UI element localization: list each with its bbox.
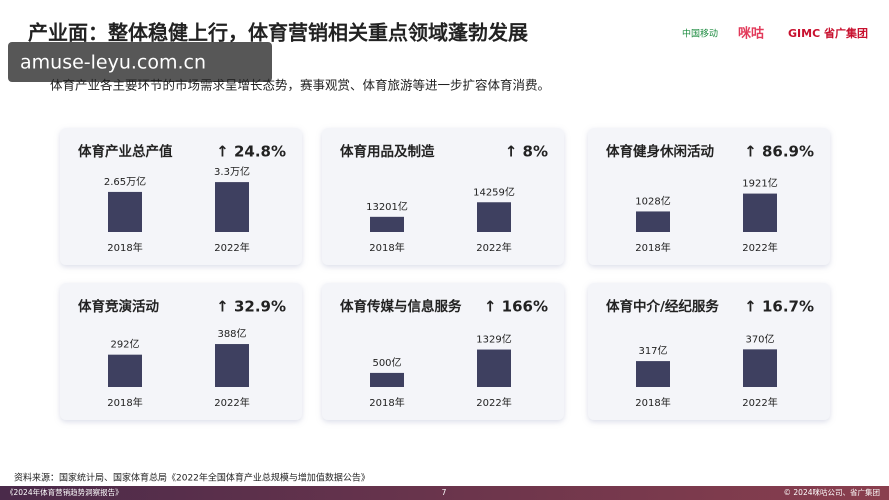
growth-annotation: ↑ 24.8% — [216, 143, 286, 161]
watermark-box — [8, 42, 272, 82]
value-label: 317亿 — [638, 344, 667, 357]
x-tick-label: 2018年 — [369, 396, 404, 409]
chart-title: 体育传媒与信息服务 — [340, 298, 462, 315]
growth-annotation: ↑ 8% — [505, 143, 548, 161]
value-label: 13201亿 — [366, 200, 408, 213]
bar — [108, 191, 142, 232]
chart-title: 体育产业总产值 — [78, 143, 173, 160]
copyright: © 2024咪咕公司、省广集团 — [784, 487, 880, 497]
bar — [477, 349, 511, 387]
logo: GIMC 省广集团 — [788, 26, 868, 40]
value-label: 3.3万亿 — [214, 165, 250, 178]
x-tick-label: 2022年 — [742, 396, 777, 409]
x-tick-label: 2022年 — [476, 396, 511, 409]
x-tick-label: 2018年 — [107, 396, 142, 409]
bar — [743, 193, 777, 232]
x-tick-label: 2022年 — [214, 241, 249, 254]
slide-title: 产业面：整体稳健上行，体育营销相关重点领域蓬勃发展 — [28, 21, 528, 45]
value-label: 14259亿 — [473, 185, 515, 198]
bar — [215, 182, 249, 232]
chart-title: 体育竞演活动 — [78, 298, 159, 315]
x-tick-label: 2022年 — [476, 241, 511, 254]
x-tick-label: 2022年 — [214, 396, 249, 409]
growth-annotation: ↑ 16.7% — [744, 298, 814, 316]
logo: 中国移动 — [682, 28, 718, 40]
x-tick-label: 2018年 — [369, 241, 404, 254]
value-label: 1028亿 — [635, 194, 670, 207]
x-tick-label: 2018年 — [635, 241, 670, 254]
chart-title: 体育用品及制造 — [340, 143, 435, 160]
chart-title: 体育中介/经纪服务 — [606, 298, 719, 315]
bar — [370, 372, 404, 387]
source: 资料来源：国家统计局、国家体育总局《2022年全国体育产业总规模与增加值数据公告… — [14, 472, 370, 484]
charts: 体育产业总产值 ↑ 24.8% 2.65万亿 2018年 3.3万亿 2022年 体育用品及… — [60, 128, 830, 420]
x-tick-label: 2022年 — [742, 241, 777, 254]
report-name: 《2024年体育营销趋势洞察报告》 — [6, 487, 123, 497]
value-label: 388亿 — [217, 327, 246, 340]
footer-bar — [0, 486, 889, 500]
x-tick-label: 2018年 — [107, 241, 142, 254]
bar — [743, 349, 777, 387]
value-label: 370亿 — [745, 332, 774, 345]
page-number: 7 — [442, 488, 447, 497]
value-label: 292亿 — [110, 338, 139, 351]
bar — [215, 344, 249, 387]
x-tick-label: 2018年 — [635, 396, 670, 409]
bar — [370, 216, 404, 232]
bar — [636, 361, 670, 387]
value-label: 2.65万亿 — [104, 175, 146, 188]
growth-annotation: ↑ 166% — [484, 298, 548, 316]
value-label: 500亿 — [372, 356, 401, 369]
growth-annotation: ↑ 32.9% — [216, 298, 286, 316]
bar — [108, 354, 142, 387]
subtitle: 体育产业各主要环节的市场需求呈增长态势，赛事观赏、体育旅游等进一步扩容体育消费。 — [50, 78, 550, 93]
value-label: 1921亿 — [742, 177, 777, 190]
value-label: 1329亿 — [476, 333, 511, 346]
logo: 咪咕 — [738, 26, 764, 42]
watermark: amuse-leyu.com.cn — [20, 52, 206, 74]
chart-title: 体育健身休闲活动 — [606, 143, 714, 160]
growth-annotation: ↑ 86.9% — [744, 143, 814, 161]
bar — [636, 211, 670, 232]
bar — [477, 202, 511, 232]
